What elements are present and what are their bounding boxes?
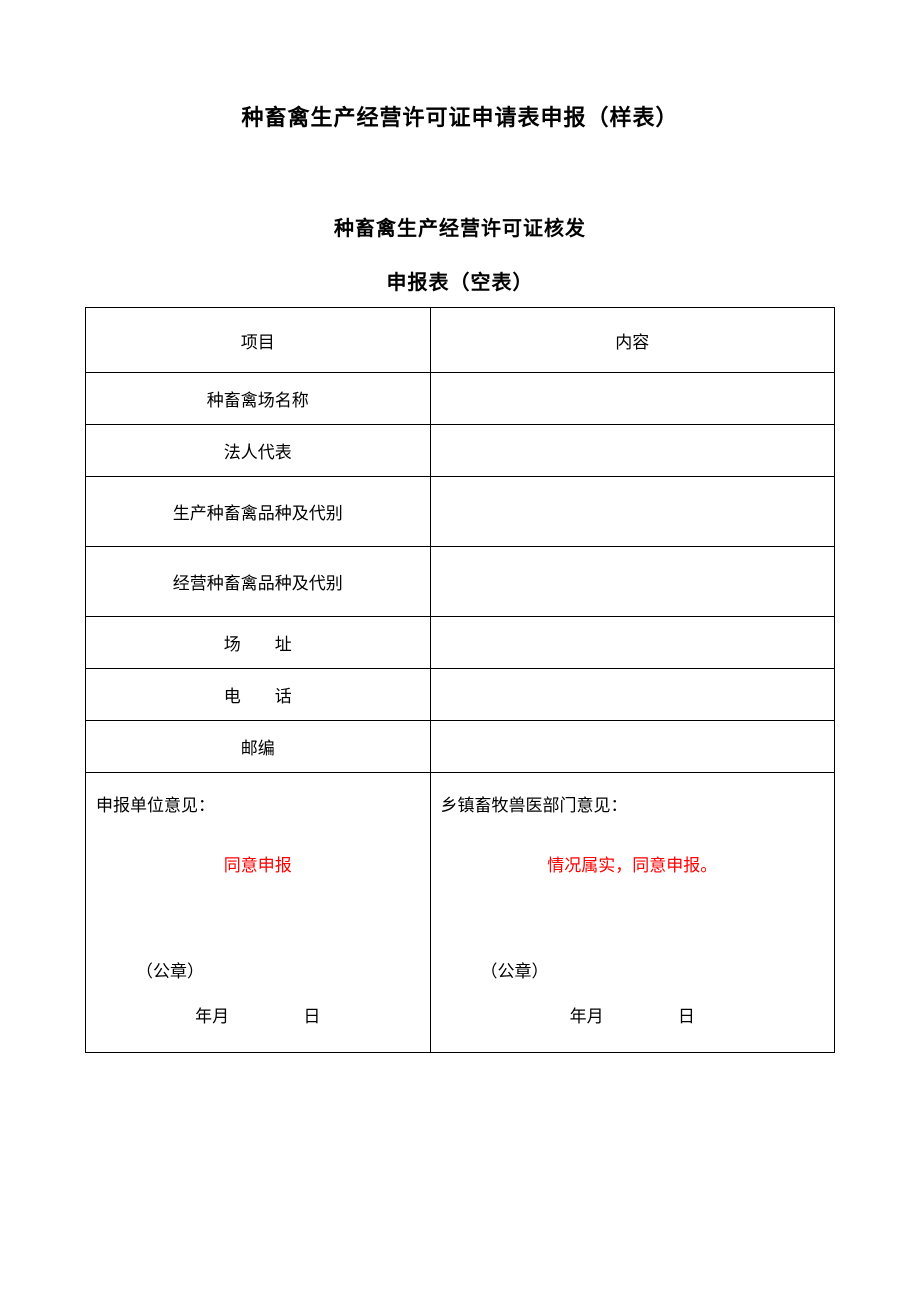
table-row: 场 址 <box>86 617 835 669</box>
sub-title-line-1: 种畜禽生产经营许可证核发 <box>85 212 835 241</box>
main-title: 种畜禽生产经营许可证申请表申报（样表） <box>85 100 835 132</box>
sig-right-year-month: 年月 <box>570 1002 604 1027</box>
sub-title-line-2: 申报表（空表） <box>85 266 835 295</box>
table-row: 邮编 <box>86 721 835 773</box>
header-project: 项目 <box>86 308 431 373</box>
sig-right-seal: （公章） <box>481 957 549 982</box>
sig-left-red-text: 同意申报 <box>96 851 420 876</box>
header-content: 内容 <box>430 308 834 373</box>
row-label-business-breed: 经营种畜禽品种及代别 <box>86 547 431 617</box>
row-value-production-breed[interactable] <box>430 477 834 547</box>
row-value-address[interactable] <box>430 617 834 669</box>
row-value-legal-rep[interactable] <box>430 425 834 477</box>
row-value-phone[interactable] <box>430 669 834 721</box>
table-row: 电 话 <box>86 669 835 721</box>
row-label-production-breed: 生产种畜禽品种及代别 <box>86 477 431 547</box>
row-label-postcode: 邮编 <box>86 721 431 773</box>
table-row: 生产种畜禽品种及代别 <box>86 477 835 547</box>
sig-left-year-month: 年月 <box>195 1002 229 1027</box>
table-row: 经营种畜禽品种及代别 <box>86 547 835 617</box>
sig-right-heading: 乡镇畜牧兽医部门意见： <box>441 791 824 816</box>
sig-left-date: 年月 日 <box>86 1002 430 1027</box>
sig-left-seal: （公章） <box>136 957 204 982</box>
row-value-farm-name[interactable] <box>430 373 834 425</box>
sig-right-date: 年月 日 <box>431 1002 834 1027</box>
signature-row: 申报单位意见： 同意申报 （公章） 年月 日 乡镇畜牧兽医部门意见： 情况属实，… <box>86 773 835 1053</box>
row-value-postcode[interactable] <box>430 721 834 773</box>
row-label-address: 场 址 <box>86 617 431 669</box>
sig-left-day: 日 <box>303 1002 320 1027</box>
table-row: 法人代表 <box>86 425 835 477</box>
row-label-farm-name: 种畜禽场名称 <box>86 373 431 425</box>
row-label-legal-rep: 法人代表 <box>86 425 431 477</box>
sig-right-red-text: 情况属实，同意申报。 <box>441 851 824 876</box>
signature-right-cell: 乡镇畜牧兽医部门意见： 情况属实，同意申报。 （公章） 年月 日 <box>430 773 834 1053</box>
table-header-row: 项目 内容 <box>86 308 835 373</box>
row-label-phone: 电 话 <box>86 669 431 721</box>
application-form-table: 项目 内容 种畜禽场名称 法人代表 生产种畜禽品种及代别 经营种畜禽品种及代别 … <box>85 307 835 1053</box>
signature-left-cell: 申报单位意见： 同意申报 （公章） 年月 日 <box>86 773 431 1053</box>
row-value-business-breed[interactable] <box>430 547 834 617</box>
table-row: 种畜禽场名称 <box>86 373 835 425</box>
sig-right-day: 日 <box>678 1002 695 1027</box>
sig-left-heading: 申报单位意见： <box>96 791 420 816</box>
